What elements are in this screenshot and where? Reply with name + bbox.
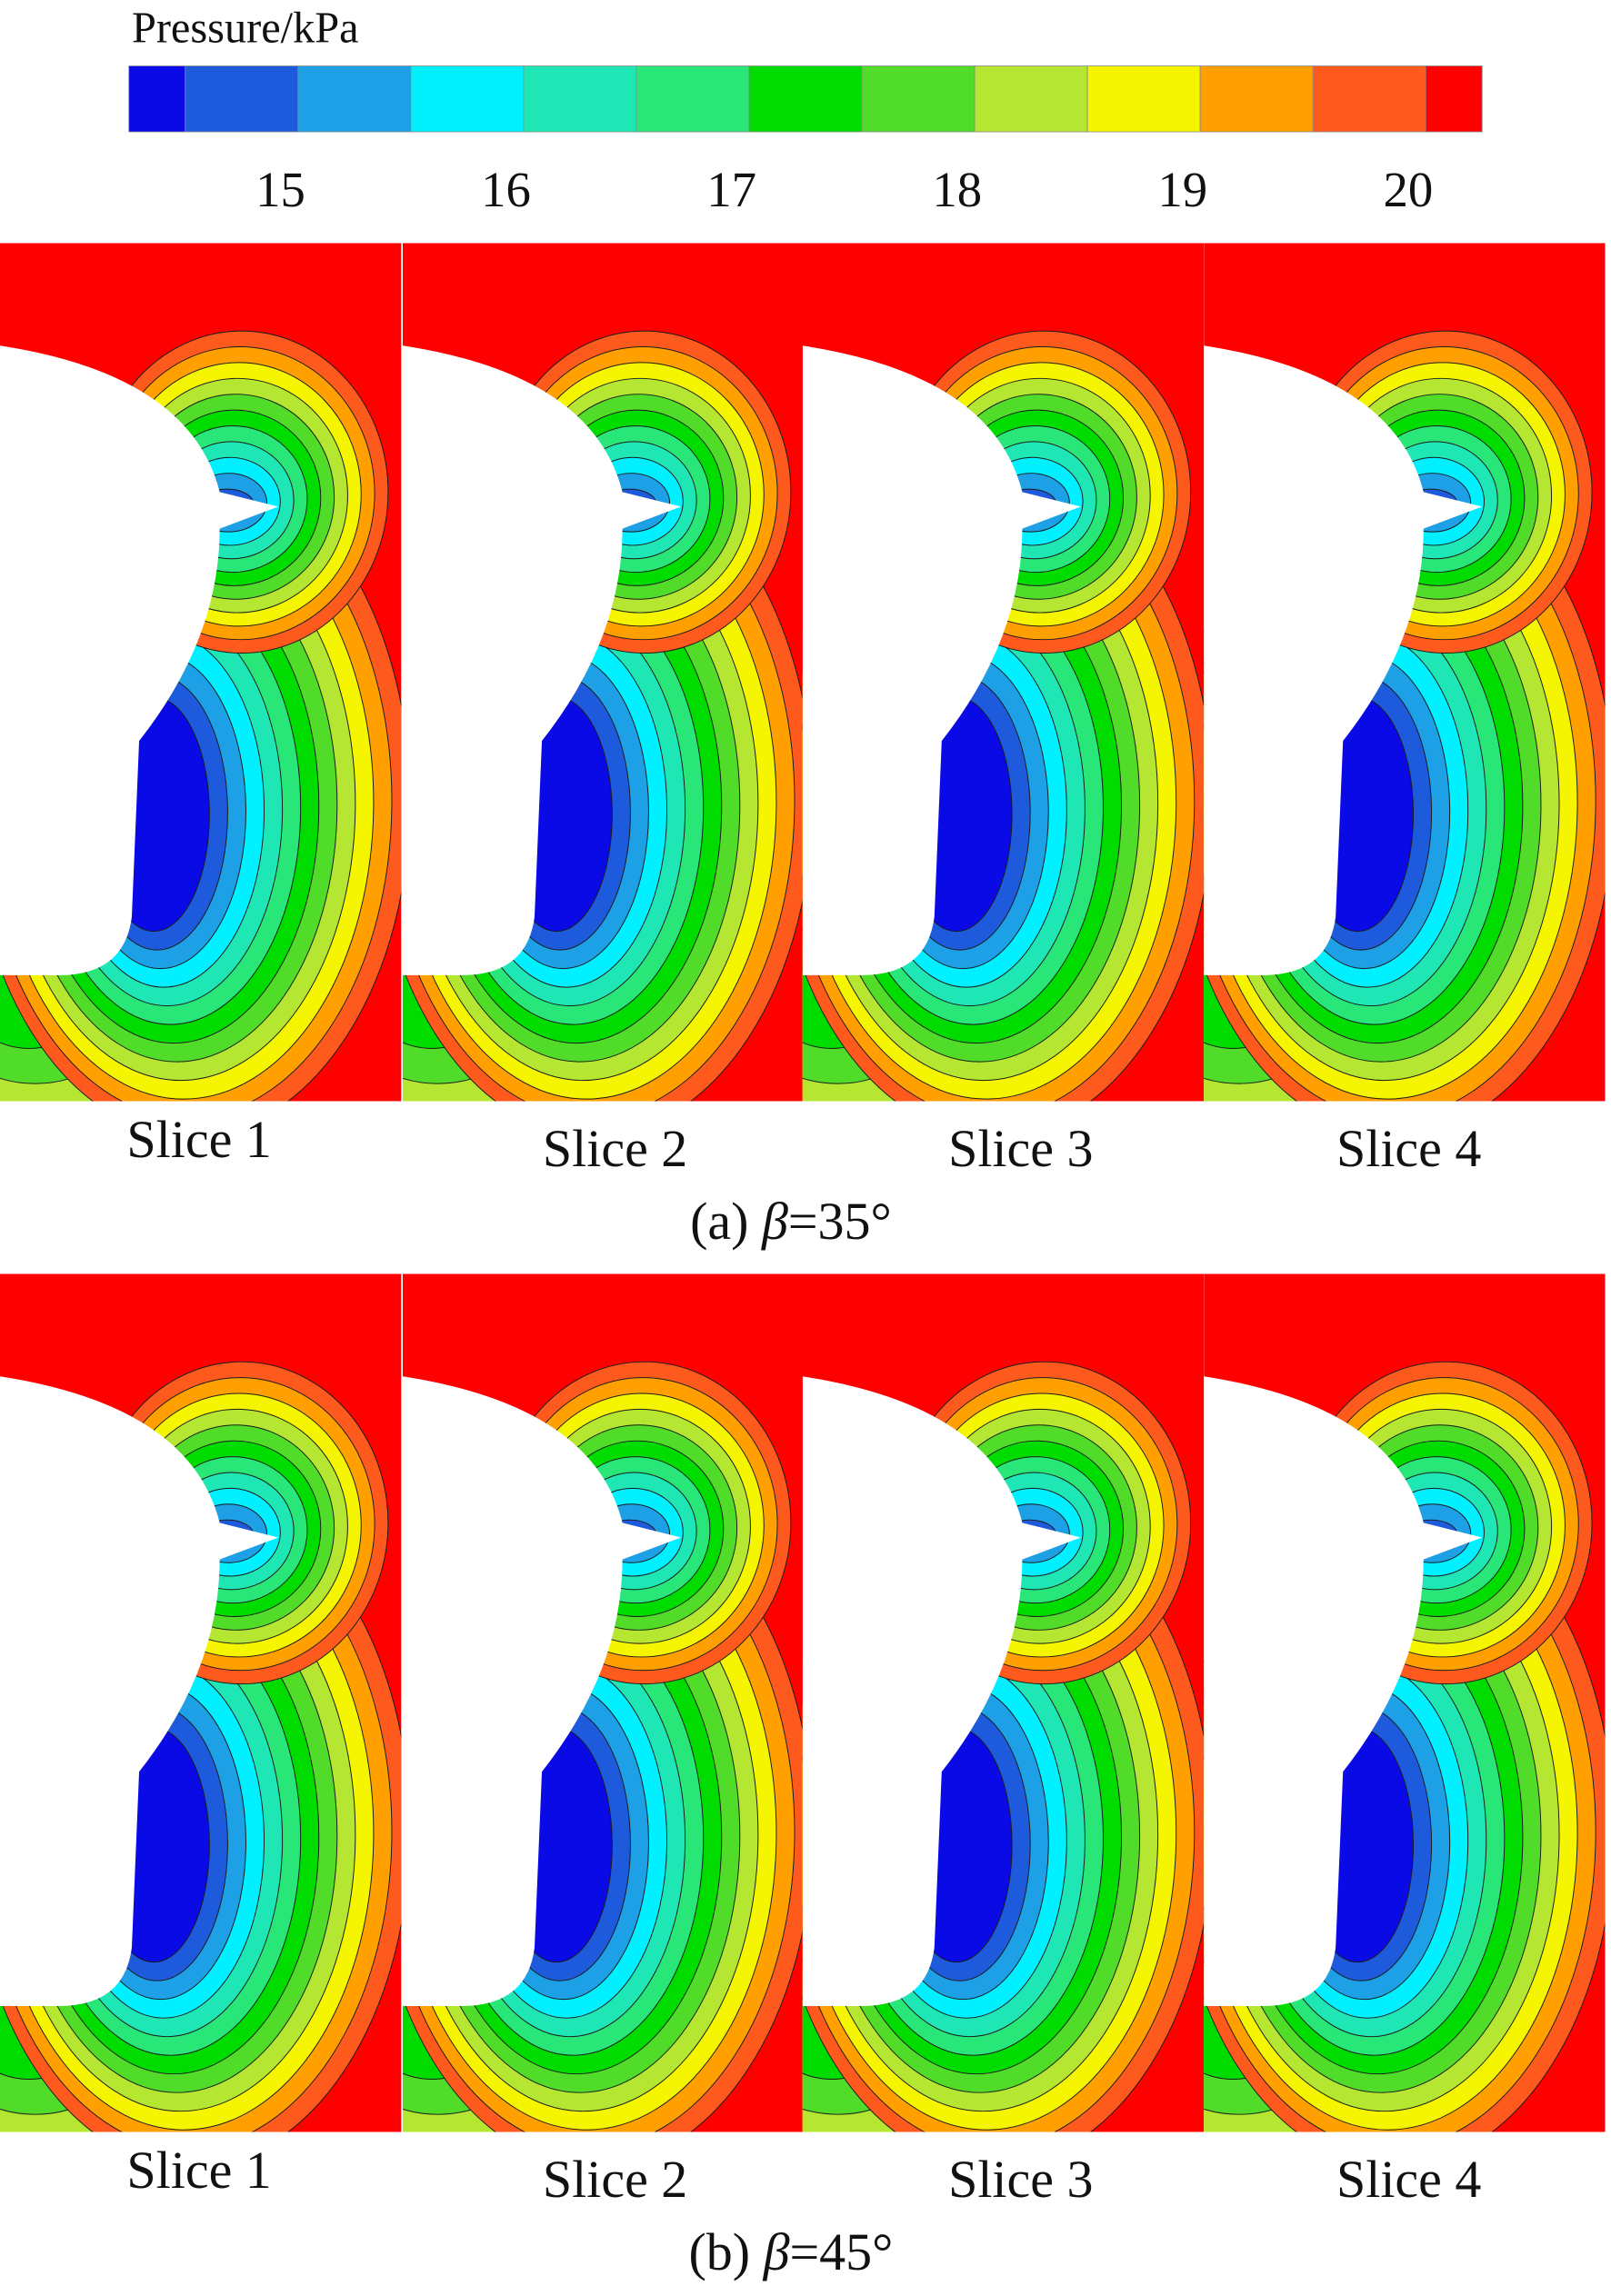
slice-label: Slice 1 [126,2141,271,2200]
contour-slice [0,1274,410,2255]
colorbar-title: Pressure/kPa [132,5,359,53]
slice-label: Slice 2 [543,1119,687,1178]
colorbar-segment [128,65,186,133]
slice-label: Slice 3 [948,2150,1093,2209]
colorbar-segment [974,65,1088,133]
slice-label: Slice 4 [1336,2150,1481,2209]
colorbar-tick-label: 15 [255,162,305,217]
panels: Slice 1 Slice 2 Slice 3 Slice 4(a) β=35°Sli… [0,243,1611,2281]
slice-label: Slice 2 [543,2150,687,2209]
slice-label: Slice 1 [126,1110,271,1169]
colorbar-tick-label: 16 [481,162,531,217]
colorbar-segment [861,65,976,133]
colorbar-segment [1312,65,1426,133]
colorbar-segment [1086,65,1201,133]
caption-part: =35° [788,1192,892,1251]
colorbar-segment [523,65,637,133]
slice-label: Slice 4 [1336,1119,1481,1178]
slice-label: Slice 3 [948,1119,1093,1178]
caption-part: β [763,2222,790,2281]
panel-caption: (b) β=45° [688,2222,893,2281]
colorbar-segment [297,65,412,133]
colorbar-tick-label: 18 [932,162,982,217]
colorbar-tick-label: 17 [706,162,756,217]
panel-caption: (a) β=35° [690,1192,892,1251]
colorbar-segment [748,65,863,133]
contour-slice [0,243,410,1223]
colorbar-segment [410,65,525,133]
colorbar-segment [1425,65,1483,133]
colorbar-segment [635,65,750,133]
colorbar-tick-label: 20 [1384,162,1434,217]
caption-part: (b) [688,2222,763,2281]
caption-part: =45° [789,2222,893,2281]
colorbar-tick-label: 19 [1157,162,1207,217]
caption-part: β [761,1192,788,1251]
colorbar-segment [1199,65,1314,133]
colorbar-segment [185,65,299,133]
caption-part: (a) [690,1192,762,1251]
colorbar: 15 16 17 18 19 20 [128,65,1483,217]
